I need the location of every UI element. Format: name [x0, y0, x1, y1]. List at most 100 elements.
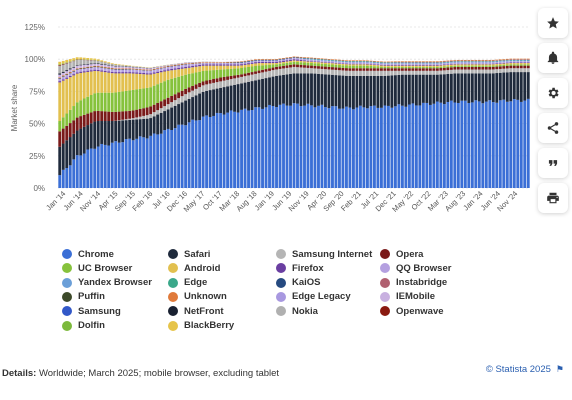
y-tick-label: 75% — [29, 87, 45, 96]
legend-item[interactable]: Chrome — [62, 247, 114, 261]
legend-item[interactable]: BlackBerry — [168, 319, 234, 333]
bar-segment-chrome — [212, 115, 216, 188]
bar-segment-firefox — [456, 63, 460, 65]
bar-segment-android — [495, 64, 499, 66]
bar-segment-android — [355, 64, 359, 66]
settings-button[interactable] — [538, 78, 568, 108]
bar-segment-android — [96, 71, 100, 93]
notification-button[interactable] — [538, 43, 568, 73]
bar-segment-safari — [505, 72, 509, 102]
bar-segment-qq-browser — [208, 63, 212, 65]
bar-segment-unknown — [327, 58, 331, 60]
bar-segment-chrome — [498, 100, 502, 188]
bar-segment-yandex-browser — [372, 62, 376, 64]
legend-item[interactable]: QQ Browser — [380, 261, 451, 275]
bar-segment-yandex-browser — [369, 62, 373, 63]
bar-segment-samsung-internet — [170, 102, 174, 108]
legend-item[interactable]: Instabridge — [380, 276, 447, 290]
legend-item[interactable]: Edge Legacy — [276, 290, 351, 304]
bar-segment-firefox — [58, 81, 62, 83]
bar-segment-yandex-browser — [470, 61, 474, 63]
bar-segment-nokia — [79, 59, 83, 65]
bar-segment-unknown — [233, 61, 236, 63]
bar-segment-chrome — [243, 108, 247, 188]
legend-item[interactable]: NetFront — [168, 304, 224, 318]
statista-credit[interactable]: © Statista 2025 ⚑ — [486, 364, 564, 375]
bar-segment-uc-browser — [404, 66, 408, 69]
bar-segment-android — [523, 63, 527, 65]
cite-button[interactable] — [538, 148, 568, 178]
legend-item[interactable]: Yandex Browser — [62, 276, 152, 290]
bar-segment-yandex-browser — [512, 60, 516, 62]
bar-segment-unknown — [121, 68, 125, 69]
bar-segment-qq-browser — [362, 62, 366, 64]
bar-segment-android — [86, 71, 90, 97]
legend-item[interactable]: Samsung — [62, 304, 121, 318]
bar-segment-dolfin — [58, 64, 62, 65]
bar-segment-opera — [124, 111, 128, 120]
legend-item[interactable]: KaiOS — [276, 276, 321, 290]
bar-segment-opera — [82, 114, 86, 127]
legend-item[interactable]: Unknown — [168, 290, 227, 304]
legend-item[interactable]: Opera — [380, 247, 423, 261]
bar-segment-qq-browser — [177, 65, 181, 68]
bar-segment-iemobile — [187, 62, 191, 64]
bar-segment-android — [222, 65, 226, 70]
bar-segment-qq-browser — [58, 78, 62, 82]
legend-swatch — [380, 291, 390, 302]
bar-segment-uc-browser — [96, 92, 100, 111]
bar-segment-qq-browser — [442, 63, 446, 65]
bar-segment-opera — [212, 79, 216, 83]
bar-segment-unknown — [243, 60, 247, 62]
bar-segment-unknown — [379, 61, 383, 63]
bar-segment-nokia — [131, 66, 135, 67]
bar-segment-uc-browser — [470, 65, 474, 67]
bar-segment-android — [310, 61, 313, 64]
bar-segment-firefox — [124, 72, 128, 74]
legend-item[interactable]: UC Browser — [62, 261, 132, 275]
legend-swatch — [276, 291, 286, 302]
bar-segment-puffin — [79, 68, 83, 70]
bar-segment-chrome — [131, 140, 135, 188]
legend-item[interactable]: IEMobile — [380, 290, 435, 304]
legend-item[interactable]: Nokia — [276, 304, 318, 318]
bar-segment-chrome — [268, 104, 271, 188]
bar-segment-safari — [404, 74, 408, 107]
share-button[interactable] — [538, 113, 568, 143]
legend-item[interactable]: Android — [168, 261, 220, 275]
bar-segment-firefox — [222, 64, 226, 66]
print-button[interactable] — [538, 183, 568, 213]
bar-segment-chrome — [240, 109, 243, 188]
bar-segment-firefox — [184, 66, 188, 69]
legend-item[interactable]: Openwave — [380, 304, 444, 318]
bar-segment-uc-browser — [128, 90, 132, 111]
bar-segment-nokia — [110, 64, 114, 66]
bar-segment-safari — [103, 121, 107, 145]
legend-item[interactable]: Edge — [168, 276, 207, 290]
credit-text[interactable]: © Statista 2025 — [485, 364, 551, 375]
bar-segment-safari — [359, 75, 362, 106]
bar-segment-qq-browser — [96, 67, 100, 70]
legend-item[interactable]: Dolfin — [62, 319, 105, 333]
legend-item[interactable]: Firefox — [276, 261, 324, 275]
bar-segment-chrome — [425, 102, 429, 188]
bar-segment-safari — [194, 95, 198, 121]
bar-segment-yandex-browser — [477, 61, 481, 63]
legend-item[interactable]: Puffin — [62, 290, 105, 304]
bar-segment-qq-browser — [334, 61, 338, 63]
bar-segment-samsung-internet — [296, 67, 299, 74]
legend-item[interactable]: Samsung Internet — [276, 247, 372, 261]
legend-item[interactable]: Safari — [168, 247, 210, 261]
bar-segment-qq-browser — [386, 63, 390, 65]
bar-segment-android — [313, 61, 317, 64]
bar-segment-opera — [432, 68, 436, 71]
bar-segment-uc-browser — [282, 63, 285, 66]
bar-segment-safari — [229, 85, 233, 111]
bar-segment-uc-browser — [72, 106, 76, 121]
favorite-button[interactable] — [538, 8, 568, 38]
bar-segment-iemobile — [75, 65, 79, 69]
bar-segment-qq-browser — [428, 63, 432, 65]
bar-segment-unknown — [509, 58, 513, 60]
bar-segment-android — [282, 61, 285, 64]
bar-segment-yandex-browser — [327, 60, 331, 62]
